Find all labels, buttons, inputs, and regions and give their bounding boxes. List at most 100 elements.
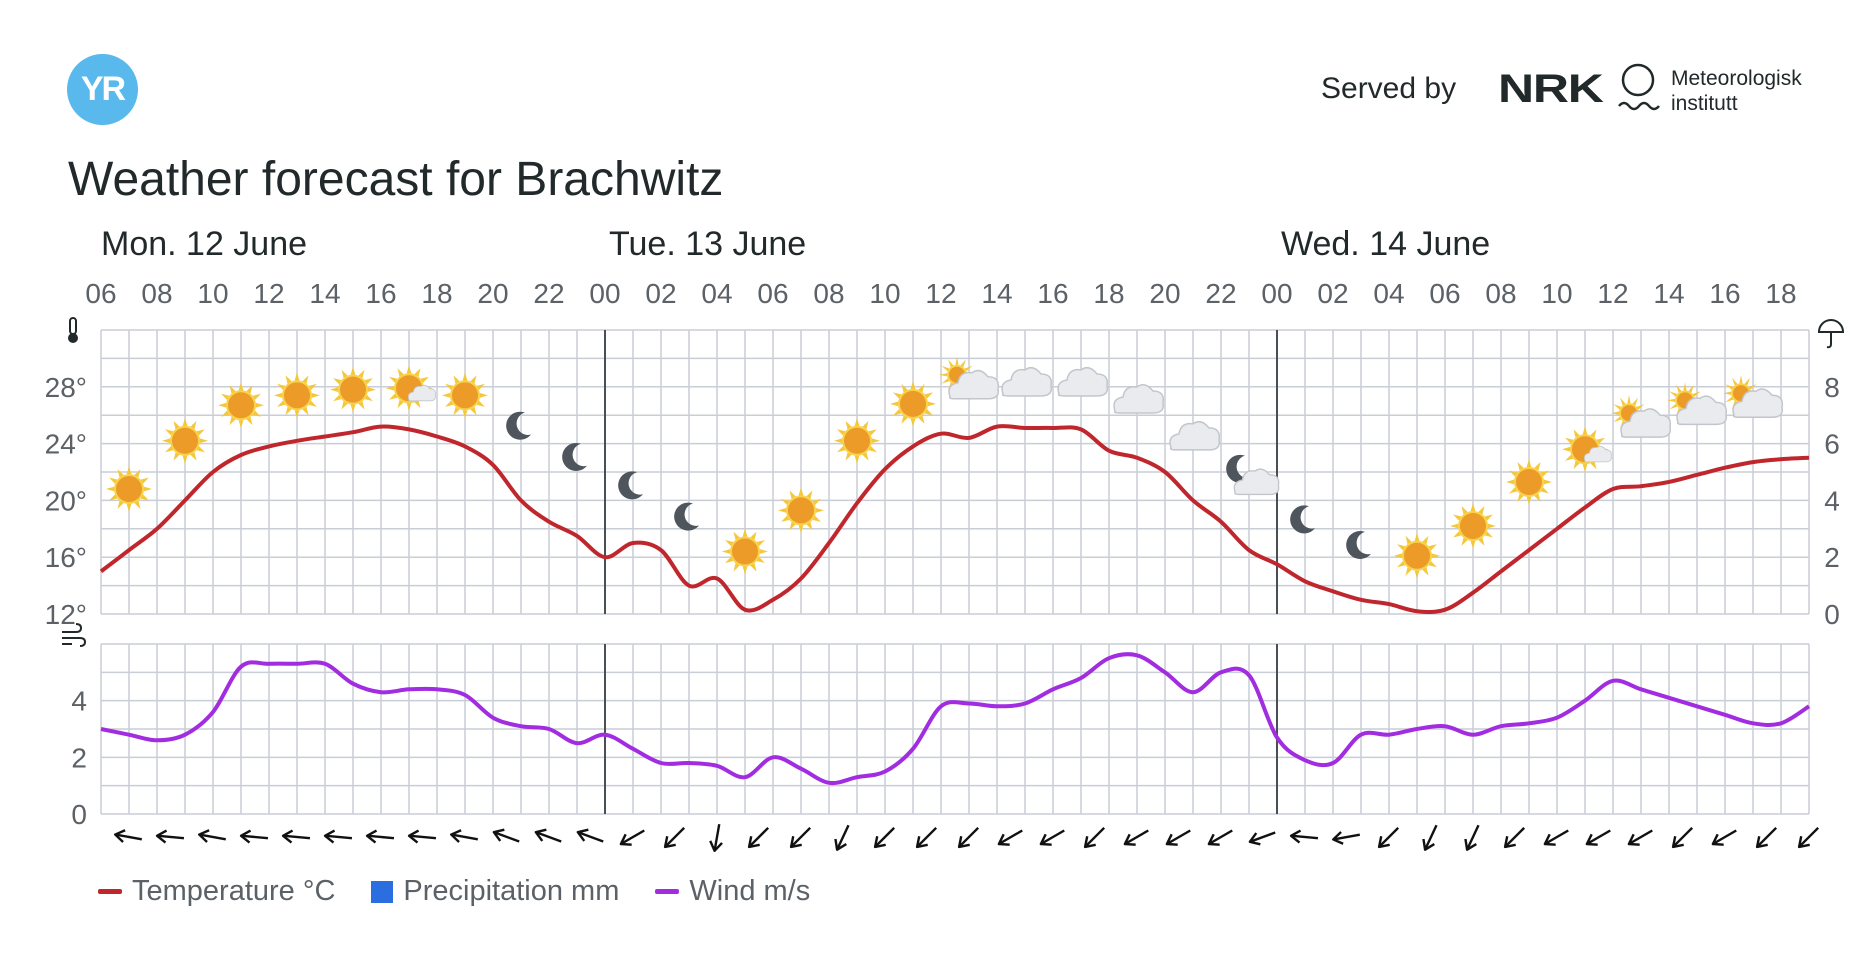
wind-arrow-icon (1332, 831, 1361, 845)
wind-arrow-head (997, 833, 1010, 846)
legend-temperature[interactable]: Temperature °C (98, 875, 335, 908)
sun-ray (1517, 493, 1524, 502)
sun-ray (1478, 537, 1485, 546)
wind-arrow-icon (1543, 829, 1569, 846)
moon-icon (1346, 530, 1371, 559)
wind-arrow-head (789, 836, 802, 849)
hour-tick-label: 16 (365, 278, 397, 309)
sun-ray (1565, 454, 1574, 461)
sun-ray (960, 359, 966, 368)
hour-tick-label: 16 (1709, 278, 1741, 309)
sun-ray (117, 469, 124, 478)
wind-arrow-shaft (494, 831, 520, 843)
sun-ray (854, 455, 860, 464)
wind-arrow-shaft (1545, 829, 1569, 845)
sun-ray (182, 417, 188, 426)
cloud-shape (1676, 395, 1728, 426)
sun-ray (470, 375, 477, 384)
sun-ray (420, 376, 429, 383)
sun-core (452, 382, 478, 409)
sun-core (1516, 468, 1542, 495)
wind-arrow-icon (834, 824, 850, 851)
sun-ray (778, 507, 787, 513)
wind-arrow-shaft (1756, 826, 1778, 848)
met-logo-line-2: institutt (1671, 92, 1738, 115)
sun-ray (1540, 487, 1549, 494)
sun-ray (845, 420, 852, 430)
moon-shape (1290, 505, 1315, 534)
moon-icon (562, 442, 587, 471)
sun-ray (725, 540, 734, 547)
nrk-logo[interactable]: NRK (1498, 67, 1604, 111)
wind-arrow-icon (281, 829, 311, 844)
wind-arrow-head (1289, 829, 1302, 844)
wind-arrow-head (114, 829, 126, 843)
wind-arrow-head (834, 838, 847, 851)
temperature-series-line (99, 424, 1810, 614)
met-institute-logo-text: Meteorologisk institutt (1671, 66, 1802, 116)
sun-ray (479, 392, 488, 398)
sun-ray (406, 403, 412, 412)
legend-precipitation[interactable]: Precipitation mm (371, 875, 619, 908)
yr-logo[interactable]: YR (67, 54, 138, 125)
wind-arrow-shaft (1466, 824, 1480, 850)
sun-ray (476, 400, 485, 407)
cloud-shape (1620, 408, 1672, 438)
sun-core (116, 476, 142, 503)
cloud-sun-icon (1723, 375, 1784, 419)
sun-ray (1397, 544, 1406, 551)
temperature-axis-tick-label: 28° (45, 372, 87, 403)
hour-tick-label: 06 (1429, 278, 1461, 309)
sun-ray (789, 490, 796, 499)
sun-ray (1428, 544, 1437, 551)
sun-ray (812, 515, 821, 522)
sun-ray (722, 549, 731, 554)
sun-ray (445, 383, 454, 390)
sun-ray (1428, 561, 1437, 568)
met-institute-logo-icon[interactable] (1615, 62, 1661, 118)
cloud-body (948, 369, 1000, 400)
sun-core (844, 427, 870, 454)
cloud-shape (1583, 445, 1612, 463)
hour-tick-label: 18 (1765, 278, 1797, 309)
sun-cloud-icon (1562, 426, 1612, 473)
sun-ray (364, 394, 373, 402)
wind-axis-tick-label: 0 (71, 799, 87, 830)
wind-arrow-icon (1503, 826, 1526, 849)
sun-ray (333, 394, 342, 402)
wind-series-line (100, 652, 1811, 786)
wind-arrow-icon (1039, 829, 1065, 846)
sun-ray (190, 452, 197, 461)
wind-arrow-shaft (325, 834, 353, 840)
cloud-shape (407, 384, 436, 402)
sun-ray (106, 486, 115, 492)
sun-icon (1450, 502, 1496, 549)
sun-ray (277, 400, 286, 407)
sun-ray (964, 365, 973, 372)
sun-ray (196, 446, 205, 453)
sun-ray (134, 469, 141, 478)
cloud-body (1583, 445, 1612, 463)
sun-ray (330, 387, 339, 393)
wind-arrow-shaft (713, 823, 721, 851)
wind-arrow-head (323, 829, 336, 844)
sun-ray (862, 452, 869, 461)
sun-core (228, 392, 254, 419)
sun-ray (1582, 464, 1588, 473)
sun-ray (1414, 532, 1420, 541)
sun-ray (756, 556, 765, 564)
sun-ray (868, 429, 877, 436)
cloud-icon (1113, 384, 1165, 414)
sun-ray (1394, 553, 1403, 559)
sun-ray (798, 525, 804, 534)
sun-ray (238, 382, 244, 391)
sun-ray (781, 515, 790, 522)
sun-ray (742, 566, 748, 575)
wind-arrow-icon (155, 829, 185, 844)
sun-ray (1534, 493, 1541, 502)
sun-ray (453, 375, 460, 384)
sun-ray (238, 420, 244, 429)
sun-ray (311, 392, 320, 398)
wind-arrow-head (1627, 833, 1640, 846)
legend-wind[interactable]: Wind m/s (655, 875, 810, 908)
